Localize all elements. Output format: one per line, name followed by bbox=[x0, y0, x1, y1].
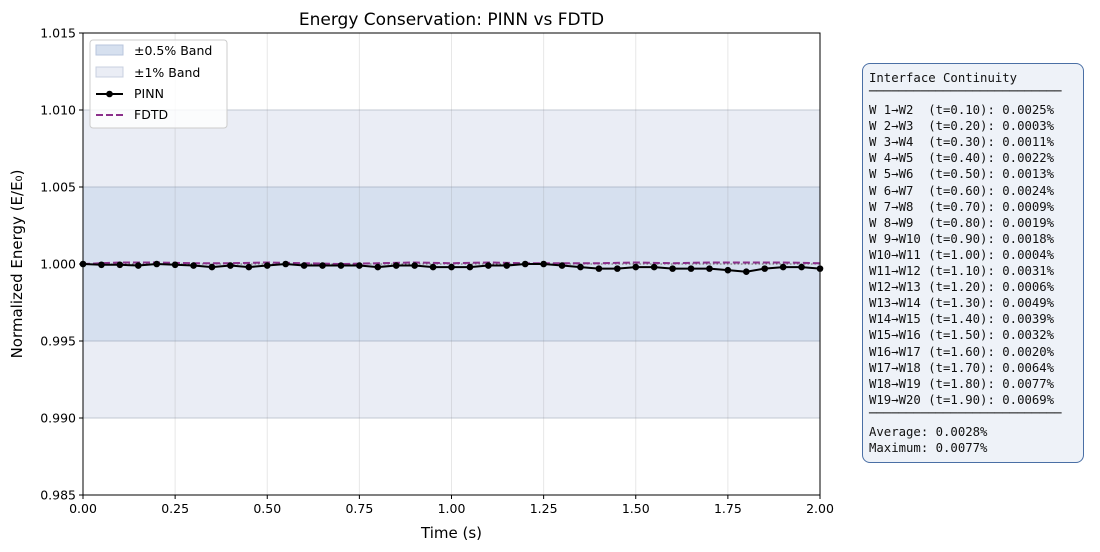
pinn-point bbox=[669, 265, 676, 272]
y-tick-label: 0.990 bbox=[40, 411, 76, 426]
pinn-point bbox=[208, 263, 216, 271]
pinn-point bbox=[779, 263, 787, 271]
continuity-line: W 4→W5 (t=0.40): 0.0022% bbox=[869, 151, 1055, 166]
pinn-point bbox=[429, 263, 437, 271]
continuity-line: W19→W20 (t=1.90): 0.0069% bbox=[869, 392, 1055, 407]
continuity-line: W 5→W6 (t=0.50): 0.0013% bbox=[869, 167, 1055, 182]
interface-continuity-box: Interface Continuity ────────────────────… bbox=[862, 63, 1084, 463]
pinn-point bbox=[319, 262, 326, 269]
continuity-line: W 3→W4 (t=0.30): 0.0011% bbox=[869, 135, 1055, 150]
legend-swatch-05 bbox=[95, 44, 124, 56]
pinn-point bbox=[761, 265, 769, 272]
legend bbox=[89, 39, 228, 129]
pinn-point bbox=[134, 262, 142, 269]
legend-swatch-1 bbox=[95, 66, 124, 78]
continuity-line: W 9→W10 (t=0.90): 0.0018% bbox=[869, 231, 1055, 246]
box-title: Interface Continuity bbox=[869, 71, 1018, 85]
x-tick-label: 1.50 bbox=[622, 501, 650, 516]
pinn-point bbox=[300, 262, 308, 269]
pinn-point bbox=[98, 261, 105, 269]
maximum-value: Maximum: 0.0077% bbox=[869, 440, 988, 455]
pinn-point bbox=[503, 262, 511, 269]
box-rule: ────────────────────────── bbox=[869, 84, 1062, 99]
chart-title: Energy Conservation: PINN vs FDTD bbox=[299, 10, 604, 30]
pinn-point bbox=[521, 260, 529, 268]
continuity-line: W 7→W8 (t=0.70): 0.0009% bbox=[869, 199, 1055, 214]
legend-label-05: ±0.5% Band bbox=[134, 43, 212, 58]
average-value: Average: 0.0028% bbox=[869, 424, 988, 439]
pinn-point bbox=[190, 262, 197, 269]
x-tick-label: 1.75 bbox=[714, 501, 742, 516]
continuity-line: W 1→W2 (t=0.10): 0.0025% bbox=[869, 103, 1055, 118]
pinn-point bbox=[614, 265, 621, 272]
pinn-point bbox=[595, 265, 603, 272]
y-tick-label: 1.000 bbox=[40, 257, 76, 272]
pinn-point bbox=[116, 261, 124, 269]
x-tick-label: 0.00 bbox=[69, 501, 97, 516]
y-tick-label: 0.995 bbox=[40, 334, 76, 349]
pinn-point bbox=[724, 266, 732, 274]
y-tick-label: 1.015 bbox=[40, 26, 76, 41]
pinn-point bbox=[558, 262, 566, 269]
pinn-point bbox=[485, 262, 492, 269]
pinn-point bbox=[245, 263, 253, 271]
pinn-point bbox=[263, 262, 271, 269]
pinn-point bbox=[227, 262, 234, 269]
pinn-point bbox=[650, 263, 658, 271]
y-tick-label: 1.010 bbox=[40, 103, 76, 118]
pinn-point bbox=[706, 265, 713, 272]
legend-label-fdtd: FDTD bbox=[134, 107, 168, 122]
continuity-line: W13→W14 (t=1.30): 0.0049% bbox=[869, 296, 1055, 311]
continuity-line: W17→W18 (t=1.70): 0.0064% bbox=[869, 360, 1055, 375]
continuity-line: W 2→W3 (t=0.20): 0.0003% bbox=[869, 119, 1055, 134]
box-rule-2: ────────────────────────── bbox=[869, 405, 1062, 420]
x-tick-label: 1.25 bbox=[530, 501, 558, 516]
continuity-line: W 6→W7 (t=0.60): 0.0024% bbox=[869, 183, 1055, 198]
pinn-point bbox=[577, 263, 584, 271]
continuity-line: W 8→W9 (t=0.80): 0.0019% bbox=[869, 215, 1055, 230]
continuity-line: W11→W12 (t=1.10): 0.0031% bbox=[869, 264, 1055, 279]
x-tick-label: 0.75 bbox=[345, 501, 373, 516]
x-tick-label: 0.50 bbox=[253, 501, 281, 516]
pinn-point bbox=[798, 263, 805, 271]
continuity-line: W12→W13 (t=1.20): 0.0006% bbox=[869, 280, 1055, 295]
continuity-line: W18→W19 (t=1.80): 0.0077% bbox=[869, 376, 1055, 391]
pinn-point bbox=[540, 260, 547, 268]
pinn-point bbox=[374, 263, 382, 271]
y-axis-label: Normalized Energy (E/E₀) bbox=[8, 170, 26, 359]
pinn-point bbox=[687, 265, 695, 272]
pinn-point bbox=[171, 261, 179, 269]
legend-label-pinn: PINN bbox=[134, 86, 164, 101]
x-tick-label: 2.00 bbox=[806, 501, 834, 516]
pinn-point bbox=[448, 263, 455, 271]
legend-marker-pinn bbox=[106, 90, 113, 98]
pinn-point bbox=[337, 262, 345, 269]
pinn-point bbox=[743, 268, 750, 276]
pinn-point bbox=[632, 263, 640, 271]
pinn-point bbox=[392, 262, 400, 269]
fdtd-line bbox=[82, 261, 821, 266]
continuity-line: W16→W17 (t=1.60): 0.0020% bbox=[869, 344, 1055, 359]
pinn-point bbox=[356, 262, 363, 269]
x-tick-label: 0.25 bbox=[161, 501, 189, 516]
y-tick-label: 1.005 bbox=[40, 180, 76, 195]
continuity-line: W14→W15 (t=1.40): 0.0039% bbox=[869, 312, 1055, 327]
legend-label-1: ±1% Band bbox=[134, 65, 200, 80]
pinn-point bbox=[282, 260, 289, 268]
continuity-line: W15→W16 (t=1.50): 0.0032% bbox=[869, 328, 1055, 343]
continuity-line: W10→W11 (t=1.00): 0.0004% bbox=[869, 247, 1055, 262]
x-tick-label: 1.00 bbox=[438, 501, 466, 516]
y-tick-label: 0.985 bbox=[40, 488, 76, 503]
x-axis-label: Time (s) bbox=[420, 524, 482, 542]
pinn-point bbox=[466, 263, 474, 271]
pinn-point bbox=[411, 262, 418, 269]
pinn-point bbox=[153, 260, 160, 268]
